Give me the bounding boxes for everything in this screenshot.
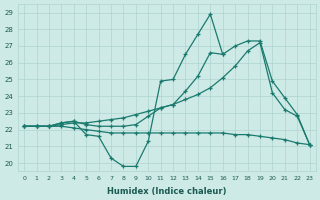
X-axis label: Humidex (Indice chaleur): Humidex (Indice chaleur) xyxy=(107,187,227,196)
